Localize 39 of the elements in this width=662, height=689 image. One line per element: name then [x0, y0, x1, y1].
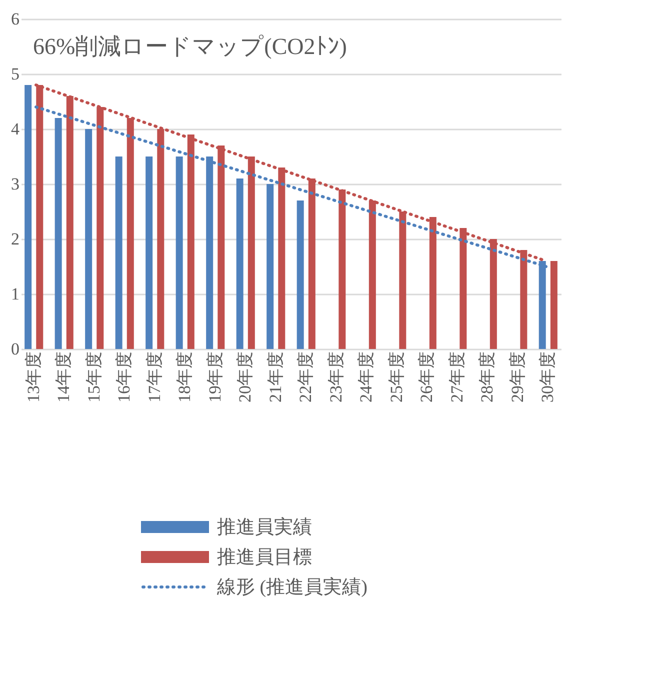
x-tick-label: 15年度 [84, 352, 104, 402]
x-tick-label: 19年度 [205, 352, 224, 402]
x-tick-label: 22年度 [296, 352, 316, 402]
y-tick-label: 2 [11, 230, 20, 248]
bar [236, 178, 244, 349]
bar [550, 261, 558, 349]
bar [115, 156, 122, 349]
x-tick-label: 14年度 [54, 352, 74, 402]
y-tick-label: 4 [11, 120, 20, 138]
y-tick-label: 5 [11, 64, 20, 84]
x-tick-label: 29年度 [508, 352, 527, 402]
x-tick-label: 28年度 [478, 352, 497, 402]
x-tick-label: 18年度 [175, 352, 194, 402]
bar [176, 156, 183, 349]
legend-label: 推進員実績 [217, 516, 312, 538]
bar [296, 200, 304, 349]
bar [54, 118, 62, 349]
x-tick-label: 23年度 [326, 352, 346, 402]
y-tick-label: 3 [11, 174, 20, 194]
x-tick-label: 26年度 [417, 352, 436, 402]
legend-label: 線形 (推進員実績) [216, 576, 368, 598]
bar [266, 184, 274, 349]
x-tick-label: 21年度 [266, 352, 285, 402]
y-tick-label: 0 [11, 340, 20, 358]
legend-label: 推進員目標 [217, 547, 312, 568]
x-tick-label: 27年度 [447, 352, 466, 402]
x-tick-label: 17年度 [144, 352, 164, 402]
x-tick-label: 24年度 [356, 352, 376, 402]
x-tick-label: 13年度 [24, 352, 43, 402]
x-tick-label: 20年度 [236, 352, 255, 402]
bar [24, 85, 32, 349]
x-tick-label: 30年度 [538, 352, 558, 402]
y-tick-label: 1 [11, 284, 20, 304]
bar [85, 129, 92, 349]
x-tick-label: 25年度 [386, 352, 406, 402]
x-tick-label: 16年度 [114, 352, 134, 402]
text: 66%削減ロードマップ(CO2ﾄﾝ) [33, 34, 347, 59]
bar [146, 156, 153, 349]
y-tick-label: 6 [11, 10, 20, 28]
